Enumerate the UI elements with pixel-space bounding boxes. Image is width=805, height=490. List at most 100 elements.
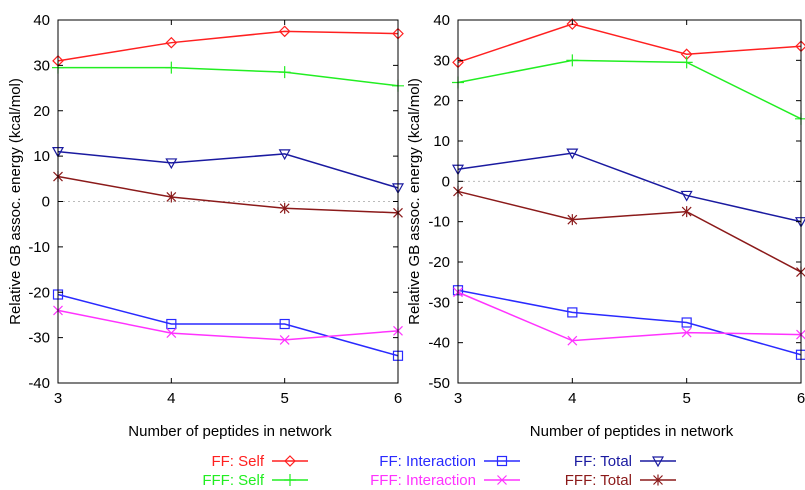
y-tick-label: 10 <box>433 133 450 150</box>
data-point-marker <box>795 112 805 125</box>
y-tick-label: -20 <box>428 254 450 271</box>
data-point-marker <box>567 335 578 346</box>
x-tick-label: 6 <box>394 390 402 407</box>
series-fff-total <box>53 171 403 219</box>
x-tick-label: 3 <box>54 390 62 407</box>
data-point-marker <box>567 307 578 318</box>
series-line <box>457 152 802 223</box>
legend-label: FF: Interaction <box>379 453 476 470</box>
chart-panel-left: 40 30 20 10 0 -10 -20 -30 -403 4 5 6 Number of pepti… <box>7 12 405 440</box>
series-line <box>457 289 802 356</box>
data-point-marker <box>278 66 291 79</box>
series-line <box>457 291 802 342</box>
chart-panel-right: 40 30 20 10 0 -10 -20 -30 -40 -503 4 5 6 Number of pe… <box>406 12 805 440</box>
series-ff-interaction <box>452 285 805 360</box>
data-point-marker <box>165 61 178 74</box>
legend-label: FFF: Self <box>202 472 265 489</box>
legend-entry: FF: Total <box>574 453 676 470</box>
data-point-marker <box>566 54 579 67</box>
y-tick-label: 20 <box>433 93 450 110</box>
series-ff-total <box>51 146 405 195</box>
y-tick-label: -30 <box>428 294 450 311</box>
y-tick-label: 0 <box>42 194 50 211</box>
x-tick-label: 4 <box>167 390 175 407</box>
x-tick-label: 6 <box>797 390 805 407</box>
y-tick-label: 30 <box>33 57 50 74</box>
y-tick-label: -10 <box>28 239 50 256</box>
legend-label: FFF: Total <box>565 472 632 489</box>
series-line <box>457 59 802 120</box>
y-tick-label: -20 <box>28 284 50 301</box>
data-point-marker <box>566 18 579 30</box>
x-axis-label: Number of peptides in network <box>530 423 734 440</box>
legend-entry: FFF: Self <box>202 472 308 489</box>
y-tick-label: 20 <box>33 103 50 120</box>
data-point-marker <box>681 317 692 328</box>
y-tick-label: 10 <box>33 148 50 165</box>
data-point-marker <box>278 149 291 161</box>
data-point-marker <box>278 25 291 38</box>
y-tick-label: 0 <box>442 173 450 190</box>
data-point-marker <box>681 327 692 338</box>
series-line <box>58 66 399 87</box>
legend-label: FFF: Interaction <box>370 472 476 489</box>
legend-entry: FF: Interaction <box>379 453 520 470</box>
series-line <box>57 175 399 214</box>
legend-marker <box>497 475 507 485</box>
data-point-marker <box>279 334 290 345</box>
y-axis-label: Relative GB assoc. energy (kcal/mol) <box>406 78 423 325</box>
y-tick-label: -40 <box>28 375 50 392</box>
y-tick-label: -50 <box>428 375 450 392</box>
series-line <box>457 23 802 64</box>
series-ff-interaction <box>52 289 404 361</box>
legend-label: FF: Self <box>211 453 264 470</box>
y-tick-label: 40 <box>433 12 450 29</box>
y-tick-label: 40 <box>33 12 50 29</box>
legend-label: FF: Total <box>574 453 632 470</box>
data-point-marker <box>166 328 177 339</box>
data-point-marker <box>567 214 578 226</box>
series-fff-self <box>452 54 805 125</box>
data-point-marker <box>165 36 178 49</box>
legend-entry: FFF: Total <box>565 472 676 489</box>
series-ff-self <box>452 18 805 69</box>
series-line <box>57 309 399 341</box>
legend-marker <box>284 455 296 467</box>
y-tick-label: -30 <box>28 330 50 347</box>
data-point-marker <box>166 318 177 330</box>
data-point-marker <box>566 148 579 160</box>
data-point-marker <box>680 190 693 202</box>
series-line <box>457 190 802 273</box>
data-point-marker <box>680 56 693 69</box>
y-tick-label: -10 <box>428 214 450 231</box>
series-fff-interaction <box>53 305 403 345</box>
y-tick-label: -40 <box>428 335 450 352</box>
legend-marker <box>496 455 508 467</box>
legend: FF: Self FF: Interaction FF: Total FFF: Sel… <box>202 453 676 489</box>
x-tick-label: 5 <box>682 390 690 407</box>
series-line <box>57 30 399 62</box>
data-point-marker <box>279 318 290 330</box>
x-tick-label: 3 <box>454 390 462 407</box>
data-point-marker <box>681 206 692 218</box>
y-axis-label: Relative GB assoc. energy (kcal/mol) <box>7 78 24 325</box>
legend-entry: FFF: Interaction <box>370 472 520 489</box>
legend-marker <box>653 474 663 486</box>
series-line <box>57 293 399 357</box>
legend-marker <box>284 474 296 486</box>
series-fff-interaction <box>453 287 805 346</box>
data-point-marker <box>165 158 178 170</box>
x-tick-label: 4 <box>568 390 576 407</box>
x-tick-label: 5 <box>280 390 288 407</box>
legend-marker <box>651 456 665 468</box>
data-point-marker <box>279 202 290 214</box>
series-ff-self <box>52 25 404 67</box>
y-tick-label: 30 <box>433 52 450 69</box>
legend-entry: FF: Self <box>211 453 308 470</box>
x-axis-label: Number of peptides in network <box>128 423 332 440</box>
series-line <box>57 150 399 189</box>
series-fff-total <box>453 185 805 278</box>
plot-frame <box>457 19 802 384</box>
data-point-marker <box>166 191 177 203</box>
